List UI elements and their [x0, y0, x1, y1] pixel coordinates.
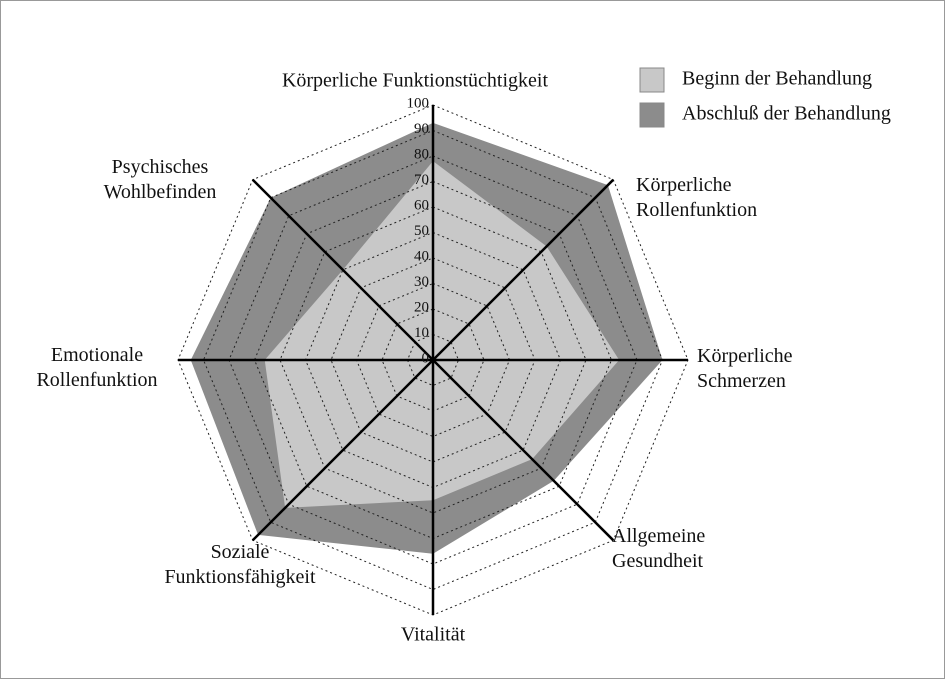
- tick-label: 80: [414, 146, 429, 162]
- axis-label: Psychisches Wohlbefinden: [104, 156, 217, 203]
- axis-line: [251, 359, 434, 542]
- axis-label: Körperliche Funktionstüchtigkeit: [282, 70, 549, 92]
- legend-swatch: [639, 102, 665, 128]
- axis-label: Emotionale Rollenfunktion: [36, 344, 157, 391]
- axis-label: Allgemeine Gesundheit: [612, 525, 705, 572]
- tick-label: 30: [414, 274, 429, 290]
- tick-label: 20: [414, 299, 429, 315]
- grid-line: [330, 257, 536, 463]
- grid-line: [228, 155, 638, 565]
- grid-line: [202, 129, 664, 591]
- tick-label: 60: [414, 197, 429, 213]
- legend-label: Beginn der Behandlung: [682, 68, 872, 90]
- legend-swatch: [639, 67, 665, 93]
- tick-label: 50: [414, 223, 429, 239]
- axis-line: [251, 178, 434, 361]
- axis-label: Körperliche Schmerzen: [697, 345, 793, 392]
- tick-label: 10: [414, 325, 429, 341]
- grid-line: [355, 282, 511, 438]
- axis-line: [432, 178, 615, 361]
- tick-label: 90: [414, 121, 429, 137]
- tick-label: 40: [414, 248, 429, 264]
- axis-label: Vitalität: [401, 624, 466, 646]
- axis-label: Soziale Funktionsfähigkeit: [164, 541, 316, 588]
- grid-line: [406, 333, 460, 387]
- legend-label: Abschluß der Behandlung: [682, 103, 891, 125]
- axis-label: Körperliche Rollenfunktion: [636, 174, 757, 221]
- axis-line: [432, 359, 615, 542]
- tick-label: 0: [422, 350, 430, 366]
- tick-label: 70: [414, 172, 429, 188]
- tick-label: 100: [407, 95, 430, 111]
- grid-line: [279, 206, 587, 514]
